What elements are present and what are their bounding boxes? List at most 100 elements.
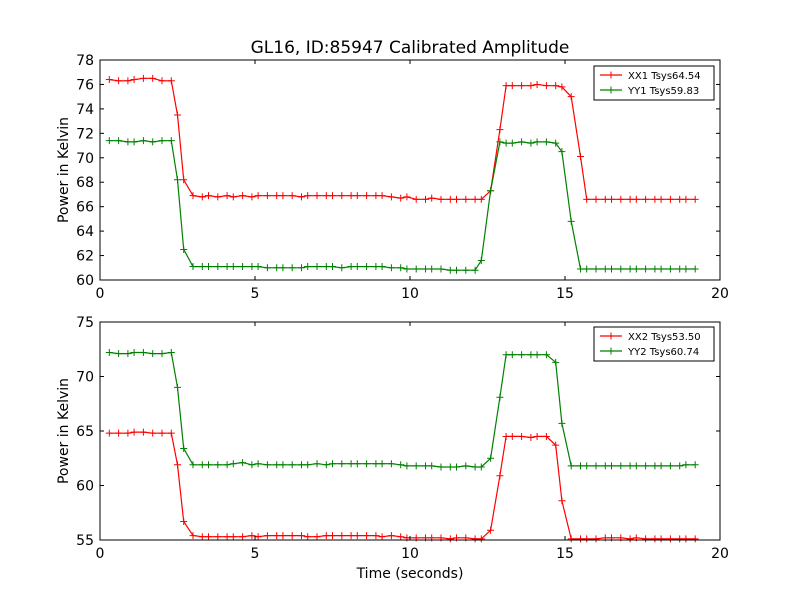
bottom-panel: 0 5 10 15 20 55 60 65 70 75 Power in Kelvin XX2 Tsy…: [56, 315, 729, 562]
data-point: [477, 463, 485, 471]
data-point: [239, 459, 247, 467]
data-point: [608, 462, 615, 470]
data-point: [397, 461, 405, 469]
data-point: [542, 351, 550, 359]
data-point: [353, 460, 361, 468]
y-tick-label: 62: [76, 249, 94, 265]
y-tick-label: 76: [76, 77, 94, 93]
data-point: [552, 82, 560, 90]
data-point: [214, 263, 222, 271]
data-point: [676, 535, 684, 543]
data-point: [313, 533, 321, 541]
data-point: [453, 266, 460, 274]
data-point: [378, 263, 386, 271]
series-2: [105, 137, 699, 274]
data-point: [657, 462, 665, 470]
data-point: [626, 535, 634, 543]
data-point: [279, 532, 287, 540]
legend: XX2 Tsys53.50 YY2 Tsys60.74: [593, 326, 715, 362]
data-point: [338, 192, 346, 200]
data-point: [471, 195, 479, 203]
data-point: [174, 461, 181, 469]
data-point: [347, 263, 355, 271]
data-point: [248, 193, 256, 201]
data-point: [214, 533, 222, 541]
data-point: [158, 429, 166, 437]
data-point: [130, 138, 138, 146]
data-point: [115, 137, 123, 145]
data-point: [666, 265, 674, 273]
data-point: [239, 192, 247, 200]
legend-box: [593, 326, 715, 362]
data-point: [304, 263, 312, 271]
data-point: [601, 462, 609, 470]
data-point: [223, 192, 231, 200]
legend-marker: [607, 332, 615, 340]
data-point: [304, 192, 312, 200]
chart-title: GL16, ID:85947 Calibrated Amplitude: [251, 38, 570, 58]
data-point: [462, 266, 470, 274]
data-point: [304, 461, 312, 469]
data-point: [558, 148, 566, 156]
data-point: [115, 429, 123, 437]
data-point: [313, 263, 321, 271]
data-point: [651, 195, 659, 203]
data-point: [313, 192, 321, 200]
y-axis-label: Power in Kelvin: [56, 117, 72, 223]
data-point: [632, 195, 640, 203]
data-point: [223, 533, 231, 541]
data-point: [214, 193, 222, 201]
data-point: [254, 460, 262, 468]
y-tick-label: 75: [76, 315, 94, 331]
data-point: [298, 461, 305, 469]
data-point: [254, 533, 262, 541]
data-point: [676, 195, 684, 203]
data-point: [437, 195, 445, 203]
data-point: [149, 74, 157, 82]
data-point: [592, 462, 600, 470]
data-point: [263, 192, 271, 200]
data-point: [682, 535, 690, 543]
data-point: [198, 461, 206, 469]
data-point: [263, 264, 271, 272]
y-tick-label: 72: [76, 126, 94, 142]
data-point: [477, 195, 485, 203]
data-point: [329, 263, 336, 271]
data-point: [471, 463, 479, 471]
data-point: [567, 217, 575, 225]
data-point: [496, 393, 504, 401]
data-point: [558, 419, 566, 427]
data-point: [567, 93, 575, 101]
data-point: [214, 461, 222, 469]
data-point: [248, 532, 256, 540]
data-point: [642, 265, 650, 273]
data-point: [487, 526, 495, 534]
data-point: [508, 139, 516, 147]
data-point: [329, 192, 336, 200]
data-point: [158, 137, 166, 145]
data-point: [105, 137, 113, 145]
x-tick-label: 10: [401, 286, 419, 302]
data-point: [205, 533, 212, 541]
data-point: [608, 195, 615, 203]
data-point: [189, 192, 197, 200]
data-point: [288, 192, 296, 200]
data-point: [428, 462, 436, 470]
data-point: [577, 265, 584, 273]
data-point: [180, 176, 188, 184]
data-point: [446, 535, 454, 543]
data-point: [387, 460, 395, 468]
data-point: [471, 266, 479, 274]
data-point: [583, 535, 591, 543]
data-point: [273, 192, 281, 200]
x-tick-label: 15: [556, 286, 574, 302]
data-point: [477, 535, 485, 543]
data-point: [518, 138, 526, 146]
data-point: [229, 533, 237, 541]
data-point: [198, 193, 206, 201]
x-axis-label: Time (seconds): [356, 566, 464, 582]
data-point: [542, 432, 550, 440]
data-point: [632, 462, 640, 470]
data-point: [288, 532, 296, 540]
series-1: [105, 74, 699, 203]
